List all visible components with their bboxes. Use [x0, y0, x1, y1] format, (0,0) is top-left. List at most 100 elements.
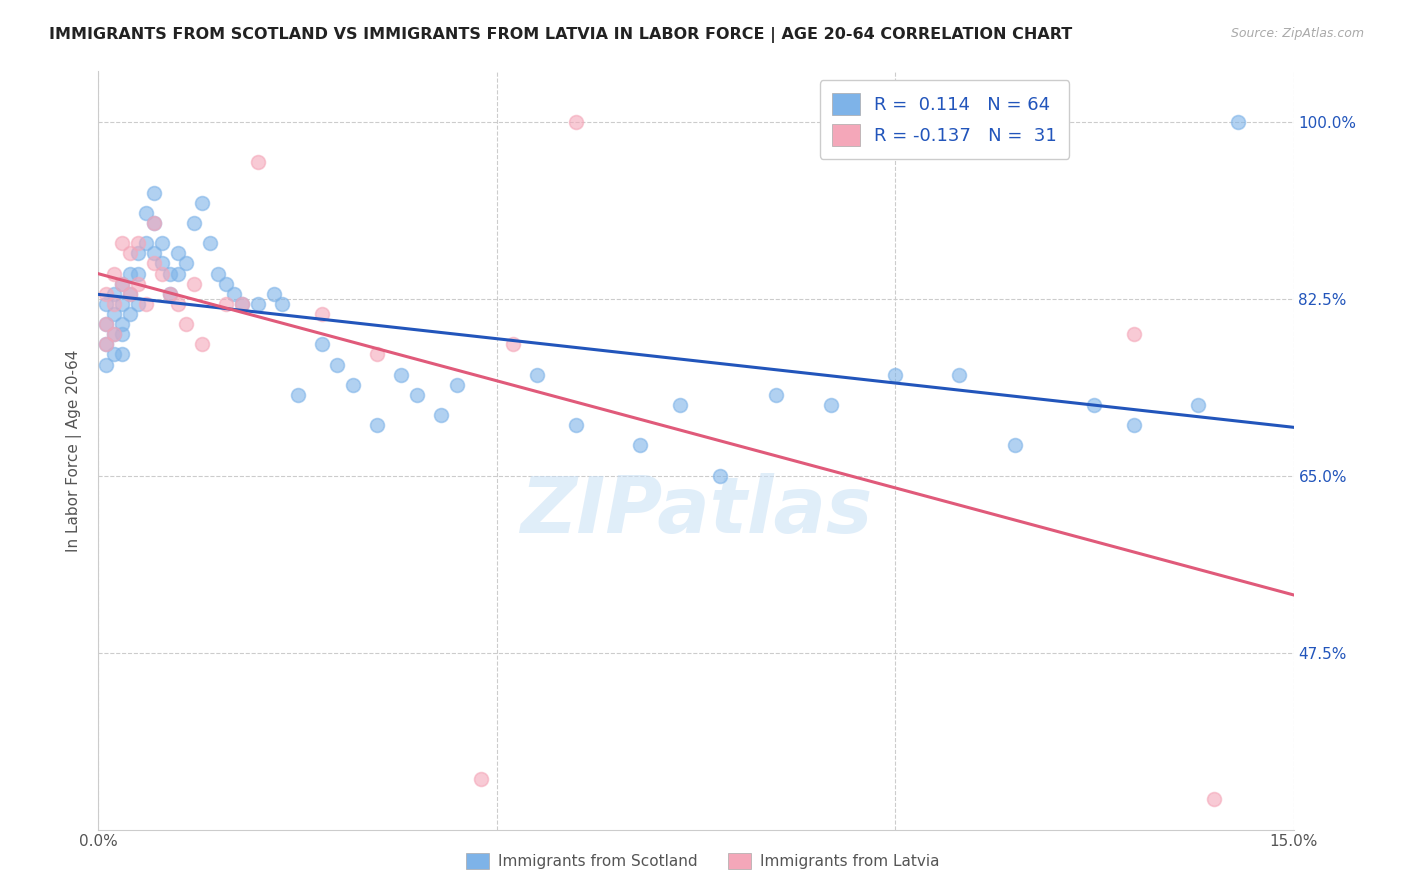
Y-axis label: In Labor Force | Age 20-64: In Labor Force | Age 20-64 [66, 350, 83, 551]
Point [120, 286, 142, 301]
Point [135, 236, 157, 251]
Point [231, 297, 253, 311]
Point [287, 388, 309, 402]
Point [470, 772, 492, 786]
Point [820, 398, 842, 412]
Point [143, 246, 166, 260]
Point [526, 368, 548, 382]
Point [1187, 398, 1209, 412]
Point [143, 256, 166, 270]
Legend: R =  0.114   N = 64, R = -0.137   N =  31: R = 0.114 N = 64, R = -0.137 N = 31 [820, 80, 1070, 159]
Point [96, 337, 118, 351]
Point [1226, 115, 1249, 129]
Point [103, 347, 125, 361]
Point [191, 195, 214, 210]
Point [709, 468, 731, 483]
Point [183, 216, 205, 230]
Point [103, 286, 125, 301]
Point [159, 267, 181, 281]
Point [1004, 438, 1026, 452]
Point [183, 277, 205, 291]
Point [326, 358, 349, 372]
Point [167, 297, 190, 311]
Text: Source: ZipAtlas.com: Source: ZipAtlas.com [1230, 27, 1364, 40]
Point [246, 297, 269, 311]
Text: ZIPatlas: ZIPatlas [520, 473, 872, 549]
Point [96, 317, 118, 331]
Point [366, 347, 388, 361]
Point [111, 327, 134, 342]
Point [167, 246, 190, 260]
Point [270, 297, 292, 311]
Point [565, 418, 588, 433]
Point [120, 267, 142, 281]
Point [143, 216, 166, 230]
Point [263, 286, 285, 301]
Point [446, 377, 468, 392]
Point [948, 368, 970, 382]
Point [135, 297, 157, 311]
Point [127, 267, 149, 281]
Point [174, 317, 197, 331]
Point [342, 377, 364, 392]
Point [111, 297, 134, 311]
Point [246, 155, 269, 169]
Point [150, 267, 173, 281]
Point [120, 286, 142, 301]
Point [167, 267, 190, 281]
Point [120, 307, 142, 321]
Point [120, 246, 142, 260]
Point [159, 286, 181, 301]
Point [103, 327, 125, 342]
Point [1202, 792, 1225, 806]
Point [103, 327, 125, 342]
Point [765, 388, 787, 402]
Point [150, 256, 173, 270]
Point [111, 277, 134, 291]
Point [111, 317, 134, 331]
Point [215, 297, 238, 311]
Text: IMMIGRANTS FROM SCOTLAND VS IMMIGRANTS FROM LATVIA IN LABOR FORCE | AGE 20-64 CO: IMMIGRANTS FROM SCOTLAND VS IMMIGRANTS F… [49, 27, 1073, 43]
Point [311, 307, 333, 321]
Point [135, 206, 157, 220]
Point [430, 408, 453, 422]
Point [215, 277, 238, 291]
Point [96, 358, 118, 372]
Point [669, 398, 692, 412]
Point [311, 337, 333, 351]
Point [150, 236, 173, 251]
Point [389, 368, 412, 382]
Point [103, 267, 125, 281]
Point [96, 297, 118, 311]
Point [159, 286, 181, 301]
Point [127, 246, 149, 260]
Legend: Immigrants from Scotland, Immigrants from Latvia: Immigrants from Scotland, Immigrants fro… [460, 847, 946, 875]
Point [502, 337, 524, 351]
Point [565, 115, 588, 129]
Point [111, 347, 134, 361]
Point [103, 307, 125, 321]
Point [127, 236, 149, 251]
Point [231, 297, 253, 311]
Point [111, 277, 134, 291]
Point [111, 236, 134, 251]
Point [191, 337, 214, 351]
Point [127, 297, 149, 311]
Point [198, 236, 221, 251]
Point [884, 368, 907, 382]
Point [96, 286, 118, 301]
Point [143, 186, 166, 200]
Point [207, 267, 229, 281]
Point [96, 337, 118, 351]
Point [222, 286, 245, 301]
Point [1123, 327, 1146, 342]
Point [366, 418, 388, 433]
Point [174, 256, 197, 270]
Point [143, 216, 166, 230]
Point [103, 297, 125, 311]
Point [1123, 418, 1146, 433]
Point [406, 388, 429, 402]
Point [96, 317, 118, 331]
Point [1083, 398, 1105, 412]
Point [127, 277, 149, 291]
